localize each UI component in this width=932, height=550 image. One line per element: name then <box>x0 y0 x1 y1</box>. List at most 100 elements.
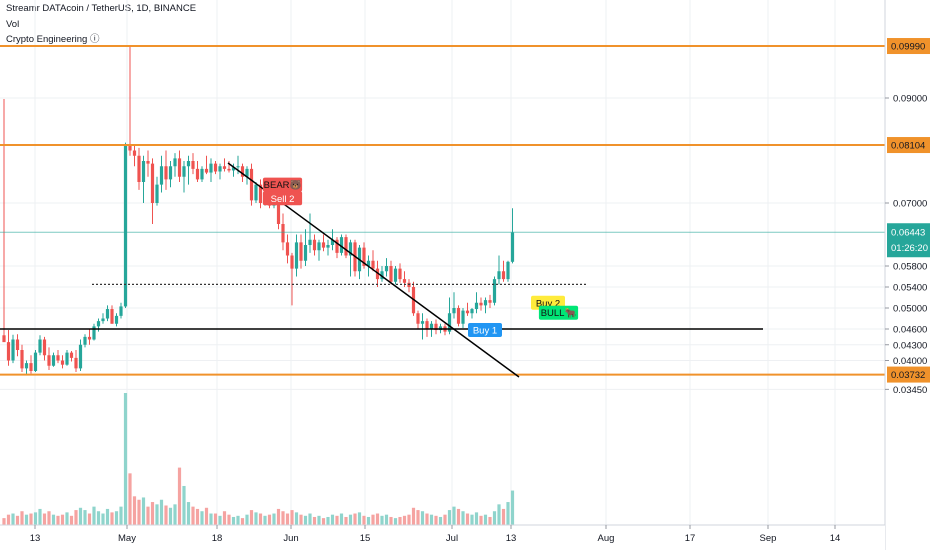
signal-text: Buy 2 <box>536 298 560 309</box>
volume-bar <box>407 514 411 525</box>
volume-bar <box>173 504 177 525</box>
time-tick-label: 13 <box>30 533 41 544</box>
candle-body <box>254 184 258 201</box>
volume-bar <box>416 510 420 525</box>
candle-body <box>96 321 101 327</box>
candle-body <box>501 271 506 280</box>
price-axis: 0.110000.090000.070000.058000.054000.050… <box>884 0 932 550</box>
candle-body <box>425 321 429 329</box>
volume-bar <box>218 515 222 525</box>
candle-body <box>177 158 182 177</box>
signal-bull-label: BULL🐂 <box>538 305 579 320</box>
current-price-badge <box>887 223 930 258</box>
level-price-badge <box>887 366 930 383</box>
candle-body <box>60 360 65 365</box>
candle-body <box>245 168 249 177</box>
candle-body <box>456 308 461 324</box>
time-tick-label: Jun <box>283 533 298 544</box>
candle-body <box>420 321 425 324</box>
volume-bar <box>2 518 6 525</box>
candle-body <box>330 239 335 245</box>
candle-body <box>38 339 42 353</box>
candle-body <box>240 166 245 177</box>
signal-text: BEAR🐻 <box>264 179 302 191</box>
volume-indicator-label: Vol <box>6 19 20 30</box>
volume-bar <box>420 511 425 525</box>
candle-body <box>78 344 83 369</box>
candle-body <box>380 271 384 280</box>
volume-bar <box>263 515 267 525</box>
price-tick-label: 0.05000 <box>893 304 927 315</box>
candle-body <box>15 339 20 350</box>
volume-bar <box>168 507 173 525</box>
volume-bar <box>110 512 114 525</box>
candle-body <box>182 166 186 177</box>
price-tick-label: 0.04600 <box>893 325 927 336</box>
volume-bar <box>105 508 110 525</box>
volume-bar <box>312 516 317 525</box>
volume-bar <box>42 513 47 525</box>
volume-bar <box>78 507 83 525</box>
candle-body <box>213 163 218 172</box>
volume-bar <box>29 513 33 525</box>
price-tick-label: 0.05400 <box>893 283 927 294</box>
candle-body <box>155 184 159 203</box>
volume-bar <box>245 514 249 525</box>
volume-bar <box>20 511 24 525</box>
candle-body <box>42 339 47 356</box>
candle-body <box>299 242 303 261</box>
candle-body <box>114 315 119 324</box>
volume-bar <box>123 393 128 525</box>
chart-grid <box>0 0 885 525</box>
volume-bar <box>299 514 303 525</box>
volume-bar <box>393 518 398 525</box>
candle-body <box>303 245 308 261</box>
volume-bar <box>371 514 375 525</box>
candle-body <box>173 158 177 167</box>
volume-bar <box>506 502 510 525</box>
volume-bar <box>317 515 321 525</box>
candle-body <box>87 336 92 340</box>
candle-body <box>132 150 137 156</box>
time-tick-label: Sep <box>760 533 777 544</box>
candle-body <box>2 335 6 343</box>
candle-body <box>258 184 263 203</box>
candle-body <box>384 266 389 272</box>
volume-bar <box>47 511 51 525</box>
volume-bar <box>128 473 132 525</box>
candle-body <box>276 192 281 224</box>
level-price-badge <box>887 137 930 154</box>
candle-body <box>348 242 353 256</box>
candle-body <box>506 261 510 280</box>
time-tick-label: 18 <box>212 533 223 544</box>
volume-bar <box>141 497 146 525</box>
volume-bar <box>425 513 429 525</box>
volume-bar <box>375 513 380 525</box>
candle-body <box>483 300 488 306</box>
volume-bar <box>200 511 204 525</box>
candle-body <box>452 308 456 314</box>
volume-bar <box>132 496 137 525</box>
volume-bar <box>276 508 281 525</box>
volume-bar <box>272 513 276 525</box>
volume-bar <box>267 514 272 525</box>
signal-badge <box>538 305 579 320</box>
volume-bar <box>150 502 155 525</box>
volume-bar <box>177 467 182 525</box>
volume-bar <box>204 507 209 525</box>
candle-body <box>335 239 339 253</box>
volume-bar <box>65 512 69 525</box>
candle-body <box>438 326 443 331</box>
candle-body <box>465 310 470 314</box>
candle-body <box>24 363 29 369</box>
signal-badge <box>262 177 303 192</box>
volume-bar <box>38 508 42 525</box>
volume-bar <box>258 513 263 525</box>
candle-body <box>326 245 330 248</box>
volume-bar <box>227 514 231 525</box>
candle-body <box>65 352 69 365</box>
volume-bar <box>137 499 141 525</box>
level-price-label: 0.08104 <box>891 141 925 152</box>
